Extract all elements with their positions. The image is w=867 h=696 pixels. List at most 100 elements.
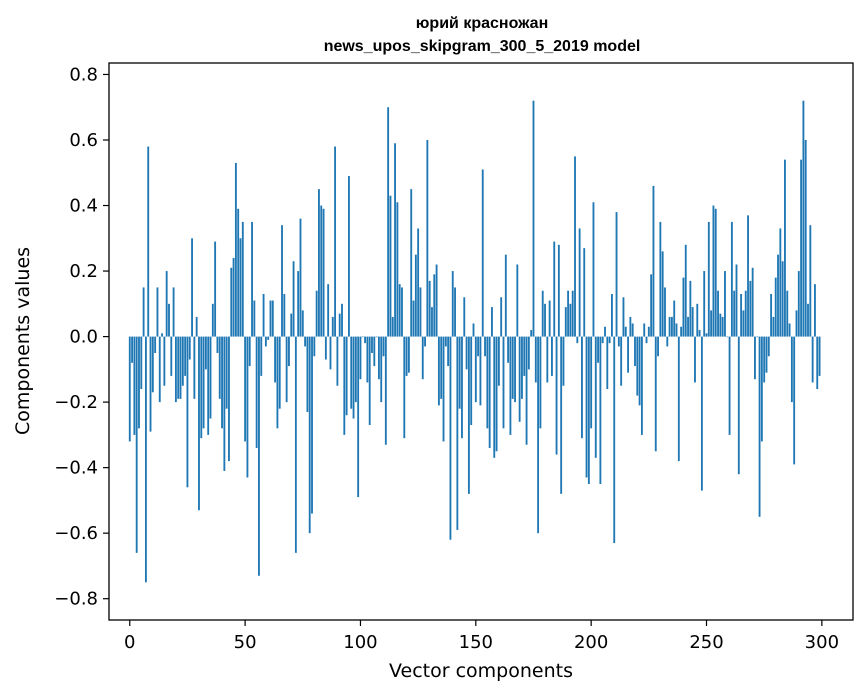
- bar: [348, 176, 350, 337]
- bar: [707, 221, 710, 337]
- bar: [412, 300, 415, 337]
- bar: [334, 146, 337, 337]
- bar: [285, 336, 288, 403]
- bar: [297, 271, 300, 337]
- bar: [380, 336, 383, 403]
- bar: [527, 336, 530, 370]
- bar: [246, 336, 249, 478]
- bar: [211, 303, 214, 337]
- y-tick-label: −0.4: [54, 458, 98, 479]
- bar: [170, 336, 173, 376]
- bar: [654, 336, 657, 452]
- bar: [421, 336, 424, 380]
- bar: [587, 336, 590, 485]
- x-axis-label: Vector components: [389, 660, 573, 682]
- bar: [502, 336, 505, 429]
- bar: [560, 336, 563, 494]
- bar: [680, 326, 683, 337]
- bar: [551, 336, 553, 376]
- bar: [276, 336, 279, 429]
- bar: [147, 146, 150, 337]
- bar: [209, 336, 212, 419]
- bar: [631, 323, 634, 337]
- bar: [341, 303, 343, 337]
- bar: [174, 336, 177, 403]
- bar: [481, 169, 484, 337]
- bar: [168, 303, 170, 337]
- bar: [382, 336, 385, 357]
- bar: [758, 336, 761, 517]
- bar: [677, 336, 680, 462]
- bar: [564, 307, 567, 337]
- bar: [258, 336, 260, 576]
- bar: [172, 287, 175, 337]
- bars-group: [128, 100, 821, 583]
- bar: [267, 336, 270, 340]
- bar: [375, 336, 378, 338]
- bar: [691, 307, 694, 337]
- bar: [301, 310, 304, 337]
- bar: [444, 336, 447, 347]
- plot-frame: [108, 62, 854, 621]
- bar: [724, 271, 726, 337]
- bar: [248, 336, 251, 367]
- bar: [138, 336, 140, 429]
- bar: [269, 300, 272, 337]
- bar: [719, 313, 722, 337]
- bar: [177, 336, 180, 399]
- bar: [419, 287, 422, 337]
- bar: [541, 290, 544, 337]
- bar: [495, 336, 498, 452]
- bar: [200, 336, 203, 439]
- x-tick-label: 100: [343, 632, 377, 653]
- bar: [407, 336, 410, 373]
- bar: [151, 336, 154, 393]
- bar: [703, 271, 706, 337]
- bar: [389, 195, 392, 337]
- bar: [521, 336, 523, 399]
- bar: [207, 336, 210, 435]
- bar: [357, 336, 360, 498]
- bar: [523, 336, 526, 376]
- bar: [682, 277, 685, 337]
- bar: [424, 336, 426, 347]
- bar: [670, 316, 673, 337]
- bar: [525, 336, 528, 445]
- bar: [742, 310, 745, 337]
- bar: [161, 333, 163, 337]
- bar: [477, 336, 480, 357]
- x-tick-label: 150: [459, 632, 493, 653]
- bar: [251, 221, 253, 337]
- bar: [668, 316, 671, 337]
- bar: [405, 336, 408, 376]
- y-tick-label: −0.6: [54, 523, 98, 544]
- bar: [253, 300, 256, 337]
- bar: [403, 336, 406, 439]
- bar: [749, 280, 752, 337]
- x-tick-label: 50: [234, 632, 257, 653]
- bar: [698, 330, 701, 337]
- bar: [576, 336, 579, 344]
- bar: [578, 228, 581, 337]
- bar: [754, 336, 756, 380]
- bar: [645, 336, 648, 344]
- bar: [530, 330, 533, 337]
- bar: [368, 336, 371, 426]
- bar: [449, 336, 452, 540]
- bar: [191, 238, 193, 337]
- bar: [241, 221, 244, 337]
- bar: [274, 336, 277, 383]
- bar: [315, 290, 318, 337]
- bar: [608, 336, 611, 344]
- bar: [195, 316, 198, 337]
- bar: [664, 287, 666, 337]
- bar: [398, 284, 401, 337]
- bar: [797, 271, 800, 337]
- bar: [158, 336, 161, 403]
- bar: [264, 336, 267, 347]
- bar: [394, 143, 396, 337]
- bar: [594, 336, 597, 458]
- bar: [601, 336, 604, 344]
- bar: [571, 290, 574, 337]
- bar: [532, 100, 535, 337]
